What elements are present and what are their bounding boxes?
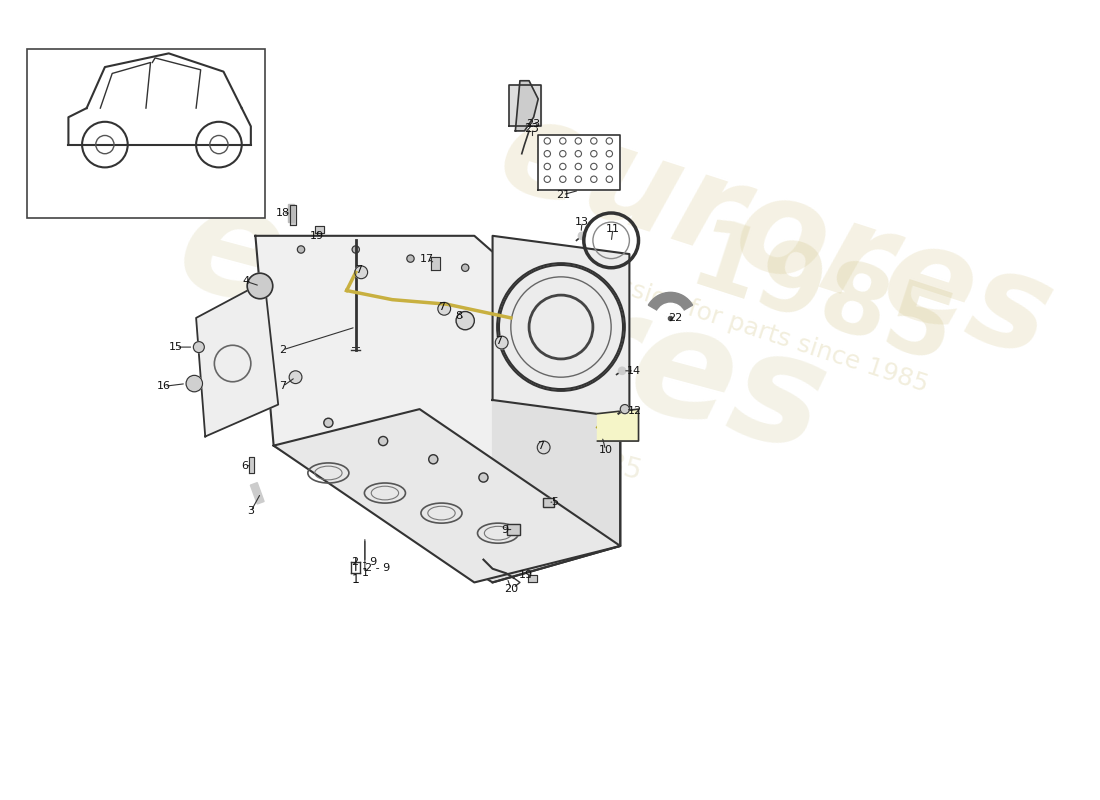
Circle shape: [620, 405, 629, 414]
Circle shape: [478, 473, 488, 482]
Bar: [538, 135, 620, 190]
Circle shape: [194, 342, 205, 353]
Circle shape: [378, 437, 387, 446]
Bar: [528, 575, 537, 582]
Circle shape: [355, 266, 367, 278]
Polygon shape: [255, 236, 620, 582]
Circle shape: [289, 371, 301, 383]
Circle shape: [537, 441, 550, 454]
Wedge shape: [648, 292, 693, 318]
Bar: [249, 457, 254, 473]
Text: 13: 13: [575, 217, 589, 227]
Text: 19: 19: [519, 570, 534, 580]
Circle shape: [297, 246, 305, 253]
Text: 2 - 9: 2 - 9: [365, 563, 390, 573]
Text: 12: 12: [628, 406, 642, 416]
Circle shape: [495, 336, 508, 349]
Text: 5: 5: [551, 497, 558, 507]
Text: 14: 14: [627, 366, 641, 376]
Text: eurores: eurores: [484, 87, 1067, 385]
Text: 3: 3: [248, 506, 254, 516]
Polygon shape: [493, 363, 620, 582]
Text: 15: 15: [169, 342, 183, 352]
Bar: [288, 204, 294, 222]
Circle shape: [352, 246, 360, 253]
Circle shape: [248, 274, 273, 298]
Bar: [507, 524, 520, 535]
Circle shape: [323, 418, 333, 427]
Text: 7: 7: [279, 382, 286, 391]
Text: 9: 9: [500, 525, 508, 534]
Text: 6: 6: [241, 461, 248, 470]
Text: 7: 7: [355, 265, 362, 274]
Text: 19: 19: [309, 231, 323, 241]
Text: 20: 20: [504, 584, 518, 594]
Polygon shape: [516, 81, 538, 131]
Circle shape: [438, 302, 451, 315]
Text: 23: 23: [525, 122, 539, 134]
Text: eurores: eurores: [163, 170, 842, 485]
Text: 2: 2: [279, 345, 286, 355]
Bar: [542, 498, 553, 506]
Text: 4: 4: [243, 277, 250, 286]
Polygon shape: [597, 409, 638, 441]
Polygon shape: [196, 282, 278, 437]
Text: 7: 7: [495, 336, 503, 346]
Text: 1985: 1985: [678, 214, 964, 386]
Text: 1: 1: [362, 568, 369, 578]
Bar: [509, 86, 541, 126]
Text: a passion for parts since 1985: a passion for parts since 1985: [564, 257, 932, 397]
Circle shape: [579, 232, 585, 239]
Polygon shape: [493, 236, 629, 418]
Bar: [430, 257, 440, 270]
Circle shape: [407, 255, 414, 262]
Text: a passion for parts since 1985: a passion for parts since 1985: [232, 350, 645, 486]
Bar: [315, 226, 323, 233]
Text: 21: 21: [556, 190, 570, 200]
Circle shape: [186, 375, 202, 392]
Text: 2 - 9: 2 - 9: [352, 558, 377, 567]
Text: 8: 8: [455, 311, 462, 321]
Text: 22: 22: [668, 313, 682, 323]
Wedge shape: [657, 303, 684, 318]
Text: 17: 17: [420, 254, 434, 264]
Text: 16: 16: [157, 382, 172, 391]
Circle shape: [429, 454, 438, 464]
Text: 7: 7: [438, 302, 446, 312]
Text: 10: 10: [598, 445, 613, 455]
Text: 18: 18: [276, 208, 289, 218]
Bar: [290, 205, 296, 225]
Text: 11: 11: [606, 223, 620, 234]
Bar: [28, 49, 264, 218]
Circle shape: [618, 367, 626, 374]
Polygon shape: [274, 409, 620, 582]
Circle shape: [462, 264, 469, 271]
Bar: [251, 482, 264, 504]
Text: 1: 1: [352, 573, 360, 586]
Bar: [507, 524, 520, 535]
Text: 7: 7: [538, 441, 544, 450]
Text: 23: 23: [527, 118, 541, 129]
Circle shape: [456, 311, 474, 330]
Bar: [542, 498, 553, 506]
